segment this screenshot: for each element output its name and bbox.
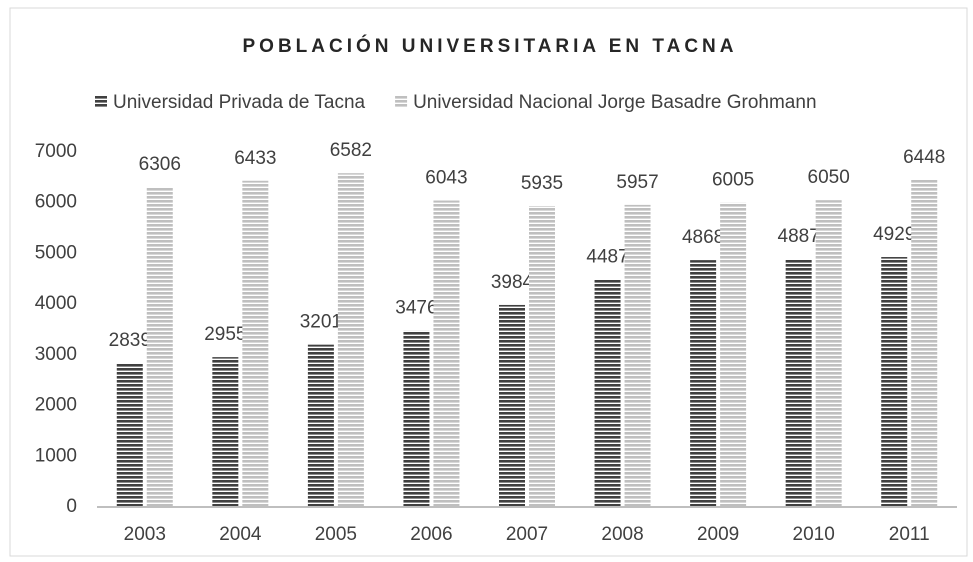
y-tick-label: 4000 bbox=[35, 293, 77, 314]
y-tick-label: 6000 bbox=[35, 192, 77, 213]
data-label: 6050 bbox=[808, 167, 850, 188]
y-tick-label: 2000 bbox=[35, 395, 77, 416]
data-label: 2955 bbox=[204, 324, 246, 345]
legend-label: Universidad Nacional Jorge Basadre Grohm… bbox=[413, 92, 816, 113]
bar bbox=[690, 260, 717, 507]
bar bbox=[433, 200, 460, 507]
y-tick-label: 0 bbox=[66, 496, 77, 517]
bar bbox=[242, 180, 269, 507]
y-tick-label: 5000 bbox=[35, 242, 77, 263]
data-label: 4929 bbox=[873, 224, 915, 245]
legend-swatch bbox=[395, 96, 408, 108]
data-label: 4487 bbox=[586, 246, 628, 267]
x-tick-label: 2006 bbox=[410, 524, 452, 545]
bar bbox=[337, 173, 364, 507]
legend-swatch bbox=[95, 96, 107, 108]
data-label: 3201 bbox=[300, 312, 342, 333]
data-label: 3476 bbox=[395, 298, 437, 319]
bar bbox=[881, 257, 908, 507]
x-tick-label: 2011 bbox=[889, 524, 930, 545]
x-tick-label: 2010 bbox=[793, 524, 835, 545]
legend-label: Universidad Privada de Tacna bbox=[113, 92, 366, 113]
data-label: 5957 bbox=[616, 172, 658, 193]
data-label: 4887 bbox=[778, 226, 820, 247]
bar bbox=[624, 204, 651, 507]
bar bbox=[594, 279, 621, 507]
x-tick-label: 2004 bbox=[219, 524, 262, 545]
data-label: 2839 bbox=[109, 330, 151, 351]
x-tick-label: 2005 bbox=[315, 524, 357, 545]
bar bbox=[785, 259, 812, 507]
bar bbox=[307, 344, 334, 507]
x-tick-label: 2007 bbox=[506, 524, 548, 545]
bar bbox=[720, 202, 747, 508]
y-tick-label: 1000 bbox=[35, 445, 77, 466]
chart-title: POBLACIÓN UNIVERSITARIA EN TACNA bbox=[243, 35, 738, 57]
bar bbox=[529, 206, 555, 507]
bar bbox=[116, 363, 143, 507]
bar bbox=[911, 179, 938, 507]
y-tick-label: 3000 bbox=[35, 344, 77, 365]
data-label: 6582 bbox=[330, 140, 372, 161]
data-label: 6306 bbox=[139, 154, 181, 175]
x-tick-label: 2003 bbox=[124, 524, 166, 545]
data-label: 6448 bbox=[903, 147, 945, 168]
x-tick-label: 2009 bbox=[697, 524, 739, 545]
data-label: 4868 bbox=[682, 227, 724, 248]
data-label: 3984 bbox=[491, 272, 534, 293]
data-label: 6005 bbox=[712, 169, 754, 190]
data-label: 6433 bbox=[234, 148, 276, 169]
bar bbox=[146, 187, 173, 507]
bar bbox=[815, 200, 842, 507]
bar bbox=[403, 330, 430, 507]
y-tick-label: 7000 bbox=[35, 141, 77, 162]
bar bbox=[212, 357, 239, 507]
x-tick-label: 2008 bbox=[601, 524, 643, 545]
bar bbox=[499, 304, 525, 507]
data-label: 6043 bbox=[425, 168, 467, 189]
data-label: 5935 bbox=[521, 173, 563, 194]
